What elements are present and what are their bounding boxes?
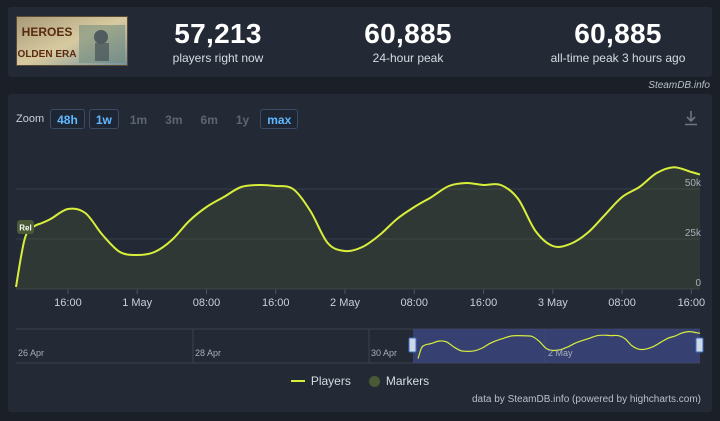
y-tick-label: 0 bbox=[695, 278, 701, 289]
navigator-label-26-apr: 26 Apr bbox=[18, 348, 44, 358]
legend-players[interactable]: Players bbox=[290, 374, 351, 388]
zoom-controls: Zoom 48h 1w 1m 3m 6m 1y max bbox=[16, 108, 302, 130]
navigator-selection[interactable] bbox=[413, 329, 700, 363]
x-tick-label: 08:00 bbox=[608, 297, 636, 309]
release-marker-label: Rel bbox=[19, 224, 31, 233]
zoom-1y-button[interactable]: 1y bbox=[235, 113, 250, 127]
release-marker[interactable]: Rel bbox=[17, 220, 34, 234]
navigator-line bbox=[417, 330, 701, 359]
game-logo[interactable]: HEROES OLDEN ERA bbox=[16, 16, 128, 66]
legend-markers-label: Markers bbox=[385, 374, 430, 388]
y-axis-labels: 50k 25k 0 bbox=[685, 178, 702, 289]
x-tick-label: 2 May bbox=[330, 297, 360, 309]
stats-bar: HEROES OLDEN ERA 57,213 players right no… bbox=[8, 7, 712, 77]
all-time-peak-value: 60,885 bbox=[574, 18, 662, 49]
x-tick-label: 1 May bbox=[122, 297, 152, 309]
zoom-max-button[interactable]: max bbox=[260, 109, 299, 129]
download-icon[interactable] bbox=[684, 110, 698, 131]
x-axis-labels: 16:00 1 May 08:00 16:00 2 May 08:00 16:00 3 May… bbox=[54, 289, 705, 309]
navigator-label-28-apr: 28 Apr bbox=[195, 348, 221, 358]
y-tick-label: 25k bbox=[685, 228, 702, 239]
steamdb-credit-top[interactable]: SteamDB.info bbox=[648, 80, 710, 91]
navigator-label-2-may: 2 May bbox=[548, 348, 573, 358]
peak-24h-value: 60,885 bbox=[364, 18, 452, 49]
stat-24h-peak: 60,885 24-hour peak bbox=[338, 18, 478, 66]
current-players-label: players right now bbox=[172, 51, 264, 65]
x-tick-label: 16:00 bbox=[470, 297, 498, 309]
zoom-1w-button[interactable]: 1w bbox=[88, 109, 119, 129]
zoom-label: Zoom bbox=[16, 113, 45, 125]
navigator-label-30-apr: 30 Apr bbox=[371, 348, 397, 358]
chart-grid bbox=[16, 188, 700, 290]
peak-24h-label: 24-hour peak bbox=[372, 51, 444, 65]
markers-swatch bbox=[368, 375, 380, 387]
players-swatch bbox=[290, 380, 305, 382]
players-area bbox=[16, 167, 700, 289]
zoom-48h-button[interactable]: 48h bbox=[50, 109, 85, 129]
game-logo-image: HEROES OLDEN ERA bbox=[17, 17, 127, 65]
x-tick-label: 16:00 bbox=[54, 297, 82, 309]
x-tick-label: 16:00 bbox=[262, 297, 290, 309]
x-tick-label: 3 May bbox=[538, 297, 568, 309]
chart-navigator[interactable]: 26 Apr 28 Apr 30 Apr 2 May bbox=[8, 328, 712, 364]
legend-markers[interactable]: Markers bbox=[368, 374, 430, 388]
navigator-right-handle[interactable] bbox=[695, 337, 704, 353]
x-tick-label: 08:00 bbox=[193, 297, 221, 309]
stat-current-players: 57,213 players right now bbox=[158, 18, 278, 66]
highcharts-credit[interactable]: data by SteamDB.info (powered by highcha… bbox=[472, 394, 701, 405]
chart-panel: Zoom 48h 1w 1m 3m 6m 1y max 50k 25k 0 16:0… bbox=[8, 94, 712, 412]
zoom-1m-button[interactable]: 1m bbox=[129, 113, 148, 127]
x-tick-label: 08:00 bbox=[401, 297, 429, 309]
players-line bbox=[15, 166, 701, 288]
navigator-left-handle[interactable] bbox=[408, 337, 417, 353]
all-time-peak-label[interactable]: all-time peak 3 hours ago bbox=[550, 51, 686, 65]
zoom-3m-button[interactable]: 3m bbox=[165, 113, 183, 127]
current-players-value: 57,213 bbox=[174, 18, 262, 49]
logo-text-olden-era: OLDEN ERA bbox=[18, 49, 77, 60]
stat-all-time-peak: 60,885 all-time peak 3 hours ago bbox=[528, 18, 708, 66]
x-tick-label: 16:00 bbox=[678, 297, 706, 309]
legend-players-label: Players bbox=[310, 374, 351, 388]
zoom-6m-button[interactable]: 6m bbox=[200, 113, 218, 127]
y-tick-label: 50k bbox=[685, 178, 702, 189]
logo-text-heroes: HEROES bbox=[22, 25, 73, 39]
chart-legend: Players Markers bbox=[8, 374, 712, 388]
